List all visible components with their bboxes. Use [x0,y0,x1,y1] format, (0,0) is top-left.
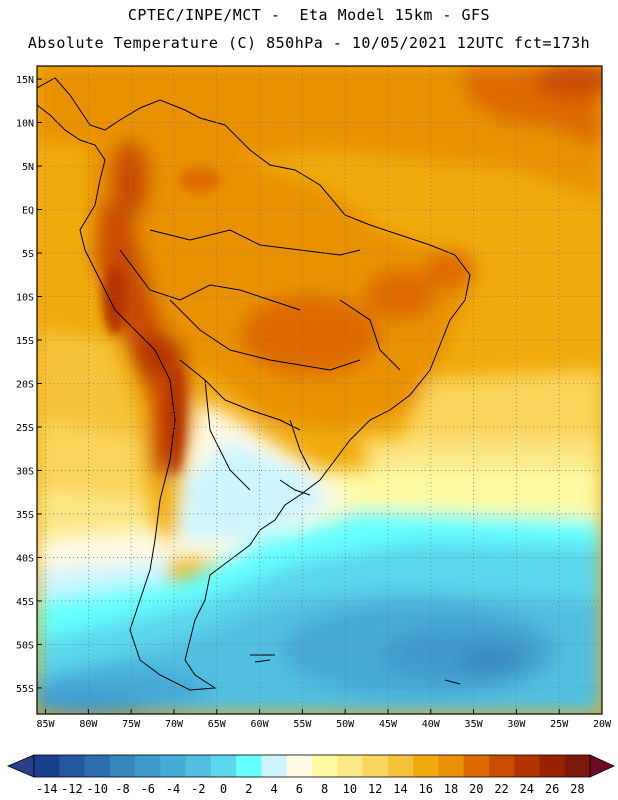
colorbar-label: -14 [36,782,58,796]
colorbar-swatch [160,755,187,777]
colorbar-swatch [286,755,313,777]
lat-label: 55S [16,684,34,695]
longitude-axis: 85W 80W 75W 70W 65W 60W 55W 50W 45W 40W 35W 30W 25W 2… [37,709,612,730]
colorbar-swatch [362,755,389,777]
colorbar-label: 28 [570,782,584,796]
colorbar-label: -10 [86,782,108,796]
latitude-axis: 15N 10N 5N EQ 5S 10S 15S 20S 25S 30S 35S 40S 45S 50S 5… [16,75,42,695]
lat-label: 50S [16,640,34,651]
colorbar-swatch [59,755,85,777]
lat-label: 10N [16,119,34,130]
colorbar-label: 14 [393,782,407,796]
lat-label: 5S [22,249,34,260]
colorbar-swatch [236,755,262,777]
colorbar-label: 12 [368,782,382,796]
lat-label: 30S [16,466,34,477]
lon-label: 60W [251,719,270,730]
colorbar-label: -8 [115,782,129,796]
lon-label: 20W [593,719,612,730]
colorbar-label: 20 [469,782,483,796]
colorbar-swatch [413,755,439,777]
lon-label: 50W [336,719,355,730]
lon-label: 25W [550,719,569,730]
lat-label: 45S [16,597,34,608]
lat-label: 20S [16,379,34,390]
colorbar-label: 22 [494,782,508,796]
lat-label: 15N [16,75,34,86]
colorbar-label: -12 [61,782,83,796]
colorbar-swatch [387,755,414,777]
lon-label: 40W [422,719,441,730]
lon-label: 80W [79,719,98,730]
colorbar-label: 8 [321,782,328,796]
colorbar-swatch [438,755,465,777]
map-title: CPTEC/INPE/MCT - Eta Model 15km - GFS [127,6,491,24]
colorbar-swatch [539,755,566,777]
colorbar-swatch [84,755,111,777]
colorbar-swatch [564,755,591,777]
colorbar-label: 6 [296,782,303,796]
colorbar-right-cap [589,754,615,778]
lat-label: 5N [22,162,34,173]
colorbar-swatch [463,755,490,777]
lat-label: 10S [16,292,34,303]
colorbar-swatch [514,755,540,777]
lat-label: 35S [16,510,34,521]
temperature-field [37,66,602,714]
colorbar-label: 16 [419,782,433,796]
colorbar-label: 0 [220,782,227,796]
colorbar-swatch [337,755,363,777]
colorbar-label: -6 [141,782,155,796]
lon-label: 35W [465,719,484,730]
lon-label: 55W [293,719,312,730]
map-subtitle: Absolute Temperature (C) 850hPa - 10/05/… [27,34,591,52]
colorbar-label: 24 [520,782,534,796]
colorbar-label: 4 [270,782,277,796]
lat-label: 25S [16,423,34,434]
colorbar-swatch [312,755,338,777]
colorbar-swatch [34,755,60,777]
colorbar-outline [33,754,591,778]
lon-label: 85W [37,719,56,730]
colorbar: -14 -12 -10 -8 -6 -4 -2 0 2 4 6 8 10 12 14 16 18 20 22 24 26… [6,754,615,796]
colorbar-label: -4 [166,782,180,796]
lon-label: 65W [208,719,227,730]
colorbar-swatch [109,755,136,777]
colorbar-swatch [261,755,288,777]
lat-label: 15S [16,336,34,347]
colorbar-swatch [135,755,161,777]
coastline [37,77,471,691]
colorbar-label: 2 [245,782,252,796]
graticule [37,66,602,714]
lat-label: EQ [22,206,34,217]
colorbar-label: -2 [191,782,205,796]
lon-label: 45W [379,719,398,730]
lon-label: 30W [507,719,526,730]
lon-label: 70W [165,719,184,730]
map-frame [36,65,603,715]
colorbar-label: 18 [444,782,458,796]
colorbar-swatch [210,755,237,777]
lon-label: 75W [122,719,141,730]
colorbar-label: 26 [545,782,559,796]
colorbar-label: 10 [343,782,357,796]
lat-label: 40S [16,553,34,564]
colorbar-swatch [488,755,515,777]
colorbar-swatch [185,755,212,777]
colorbar-left-cap [6,754,35,778]
